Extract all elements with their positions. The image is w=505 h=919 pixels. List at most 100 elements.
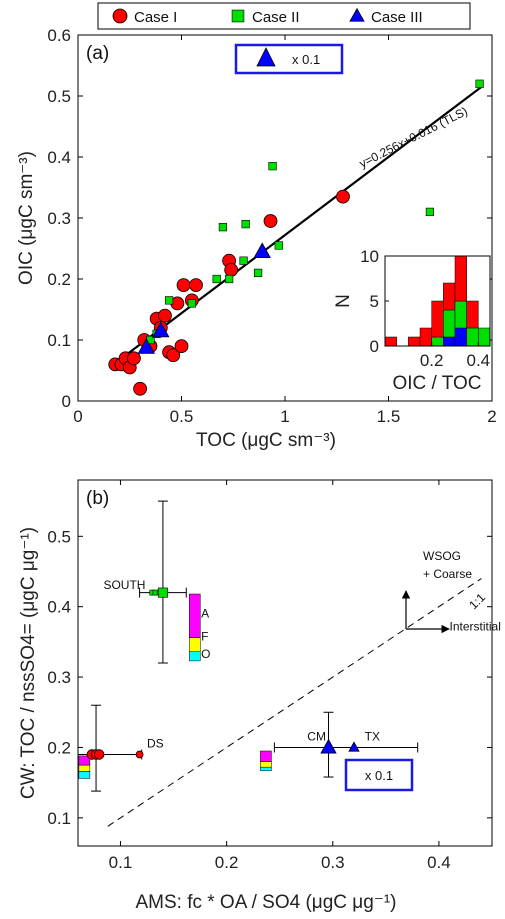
annotation-a: A: [201, 606, 209, 620]
point-case-i: [174, 339, 189, 354]
panel-b-ytick-label: 0.3: [47, 668, 71, 687]
annotation-coarse: + Coarse: [423, 567, 472, 581]
point-case-ii: [425, 207, 435, 217]
panel-a-label: (a): [86, 43, 109, 64]
inset-bar-case-i: [431, 300, 444, 338]
panel-a-xtick-label: 2: [487, 407, 496, 426]
panel-a-ytick-label: 0.2: [47, 270, 71, 289]
panel-a-ytick-label: 0.6: [47, 26, 71, 45]
panel-b-ytick-label: 0.4: [47, 598, 71, 617]
point-case-ii: [274, 241, 283, 250]
inset-bar-case-i: [454, 255, 467, 302]
panel-a-scale-note-triangle: [256, 47, 276, 67]
panel-b-axes-box: [77, 479, 493, 847]
point-case-i: [158, 308, 172, 323]
legend-box: [97, 2, 471, 30]
legend-marker-case-iii: [349, 7, 365, 22]
point-case-i: [336, 189, 350, 204]
legend-label: Case I: [134, 9, 177, 26]
stacked-bar-segment-0: [189, 593, 201, 638]
panel-a-ytick-label: 0.1: [47, 331, 71, 350]
inset-histogram: 0.2 0.4 0 5 10 N OIC / TOC: [333, 247, 491, 394]
fit-line: [114, 85, 483, 365]
one-to-one-label: 1:1: [466, 590, 488, 612]
stacked-bar-segment-2: [260, 761, 272, 768]
point-case-i: [189, 278, 203, 293]
panel-b-ylabel: CW: TOC / nssSO4= (μgC μg⁻¹): [18, 527, 39, 799]
inset-xtick-label: 0.4: [467, 351, 491, 370]
inset-bar-case-iii: [454, 327, 467, 347]
point-case-ii: [212, 274, 221, 284]
stacked-bar-segment-0: [189, 651, 201, 662]
annotation-south: SOUTH: [103, 578, 145, 592]
panel-a-xtick-label: 0: [73, 407, 82, 426]
point-case-i: [166, 348, 181, 363]
annotation-ds: DS: [147, 736, 164, 750]
panel-b: 0.1 0.2 0.3 0.4 0.1 0.2 0.3 0.4 0.5 1:1 SOUTH DS C…: [18, 479, 501, 913]
stacked-bar-segment-1: [78, 755, 91, 766]
point-case-i: [263, 214, 278, 228]
panel-a-ytick-label: 0.4: [47, 148, 71, 167]
panel-b-xtick-label: 0.4: [427, 853, 451, 872]
panel-a-ytick-label: 0.5: [47, 87, 71, 106]
annotation-f: F: [201, 629, 208, 643]
inset-ytick-label: 0: [370, 337, 379, 356]
inset-ytick-label: 5: [370, 292, 379, 311]
panel-a-ytick-label: 0.3: [47, 209, 71, 228]
stacked-bar-segment-0: [189, 637, 201, 652]
point-case-iii: [152, 321, 170, 338]
panel-b-ytick-label: 0.5: [47, 527, 71, 546]
legend-marker-case-i: [112, 8, 128, 24]
stacked-bar-segment-2: [260, 766, 272, 771]
inset-bar-case-i: [466, 300, 479, 329]
stacked-bar-segment-1: [78, 771, 91, 779]
inset-bar-case-ii: [443, 309, 456, 338]
inset-bar-case-i: [384, 336, 397, 347]
inset-xtick-label: 0.2: [420, 351, 444, 370]
point-case-ii: [268, 162, 277, 171]
panel-a: 0 0.5 1 1.5 2 0 0.1 0.2 0.3 0.4 0.5 0.6 (a) x 0.1 y…: [16, 26, 497, 451]
panel-a-xlabel: TOC (μgC sm⁻³): [196, 430, 336, 451]
inset-bar-case-i: [419, 327, 432, 347]
point-ds: [135, 750, 144, 759]
point-case-iii: [253, 242, 271, 258]
inset-bar-case-ii: [466, 327, 479, 347]
panel-b-xtick-label: 0.3: [321, 853, 345, 872]
point-case-ii: [224, 274, 234, 284]
point-case-i: [133, 381, 148, 396]
point-cm: [320, 738, 337, 754]
point-case-ii: [187, 299, 196, 308]
panel-b-ytick-label: 0.2: [47, 738, 71, 757]
panel-b-scale-note-box: [344, 758, 414, 792]
inset-bar-case-i: [443, 282, 456, 311]
inset-xlabel: OIC / TOC: [392, 373, 481, 394]
inset-bar-case-ii: [478, 327, 491, 347]
legend: Case I Case II Case III: [97, 2, 471, 30]
panel-b-xtick-label: 0.2: [215, 853, 239, 872]
annotation-interstitial: Interstitial: [450, 620, 501, 634]
stacked-bar-segment-1: [78, 764, 91, 772]
panel-b-xlabel: AMS: fc * OA / SO4 (μgC μg⁻¹): [135, 892, 396, 913]
panel-b-label: (b): [86, 488, 109, 509]
one-to-one-line: [107, 578, 482, 827]
point-case-ii: [164, 296, 174, 305]
panel-a-xtick-label: 1.5: [377, 407, 401, 426]
inset-bar-case-i: [408, 336, 421, 347]
panel-b-xtick-label: 0.1: [109, 853, 133, 872]
panel-a-scale-note-box: [234, 43, 344, 75]
point-case-ii: [475, 79, 484, 88]
point-tx: [348, 741, 360, 752]
panel-a-xtick-label: 1: [280, 407, 289, 426]
point-case-i: [224, 262, 239, 277]
fit-line-label: y=0.256x+0.016 (TLS): [357, 104, 470, 171]
point-case-ii: [239, 256, 248, 265]
inset-bar-case-ii: [431, 336, 444, 347]
point-case-ii: [218, 223, 228, 232]
panel-a-ytick-label: 0: [62, 392, 71, 411]
inset-ylabel: N: [333, 294, 354, 308]
annotation-cm: CM: [307, 729, 326, 743]
panel-a-ylabel: OIC (μgC sm⁻³): [16, 151, 37, 285]
annotation-o: O: [201, 647, 210, 661]
panel-b-scale-note: x 0.1: [365, 768, 393, 783]
